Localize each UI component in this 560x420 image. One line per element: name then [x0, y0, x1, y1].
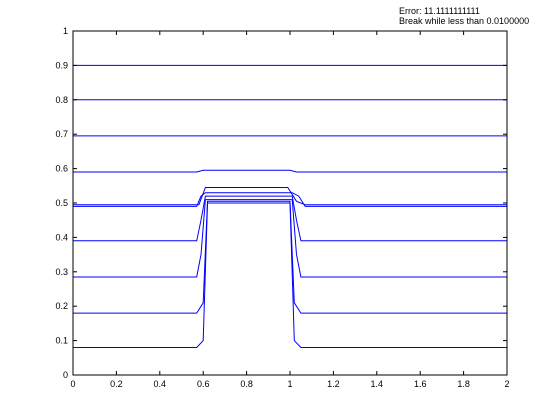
series-line-3	[73, 199, 507, 278]
y-tick-label: 0.8	[55, 95, 68, 105]
series-line-4	[73, 195, 507, 242]
x-tick-label: 0	[70, 379, 75, 389]
x-tick-label: 1.6	[414, 379, 427, 389]
x-tick-label: 0.6	[197, 379, 210, 389]
x-tick-label: 1.8	[457, 379, 470, 389]
x-tick-label: 0.2	[110, 379, 123, 389]
series-line-1	[73, 202, 507, 348]
error-label: Error: 11.1111111111	[399, 6, 480, 16]
series-line-2	[73, 200, 507, 314]
y-tick-label: 0.3	[55, 267, 68, 277]
status-text: Error: 11.1111111111 Break while less th…	[399, 6, 529, 26]
x-tick-label: 1	[287, 379, 292, 389]
series-line-6	[73, 187, 507, 206]
break-threshold-label: Break while less than 0.0100000	[399, 16, 530, 26]
y-tick-label: 1	[63, 26, 68, 36]
series-line-7	[73, 169, 507, 173]
y-tick-label: 0.2	[55, 301, 68, 311]
y-tick-label: 0.6	[55, 164, 68, 174]
y-tick-label: 0	[63, 370, 68, 380]
y-tick-label: 0.9	[55, 60, 68, 70]
series-layer	[73, 64, 507, 348]
y-tick-label: 0.5	[55, 198, 68, 208]
y-tick-label: 0.7	[55, 129, 68, 139]
y-tick-label: 0.4	[55, 232, 68, 242]
x-tick-label: 1.4	[371, 379, 384, 389]
x-tick-label: 2	[504, 379, 509, 389]
x-tick-label: 0.4	[154, 379, 167, 389]
x-tick-label: 1.2	[327, 379, 340, 389]
ticks-layer: 0 0.2 0.4 0.6 0.8 1 1.2 1.4 1.6 1.8 2 0 0.1 0.2 0.3 0.4…	[55, 26, 509, 389]
x-tick-label: 0.8	[240, 379, 253, 389]
y-tick-label: 0.1	[55, 336, 68, 346]
